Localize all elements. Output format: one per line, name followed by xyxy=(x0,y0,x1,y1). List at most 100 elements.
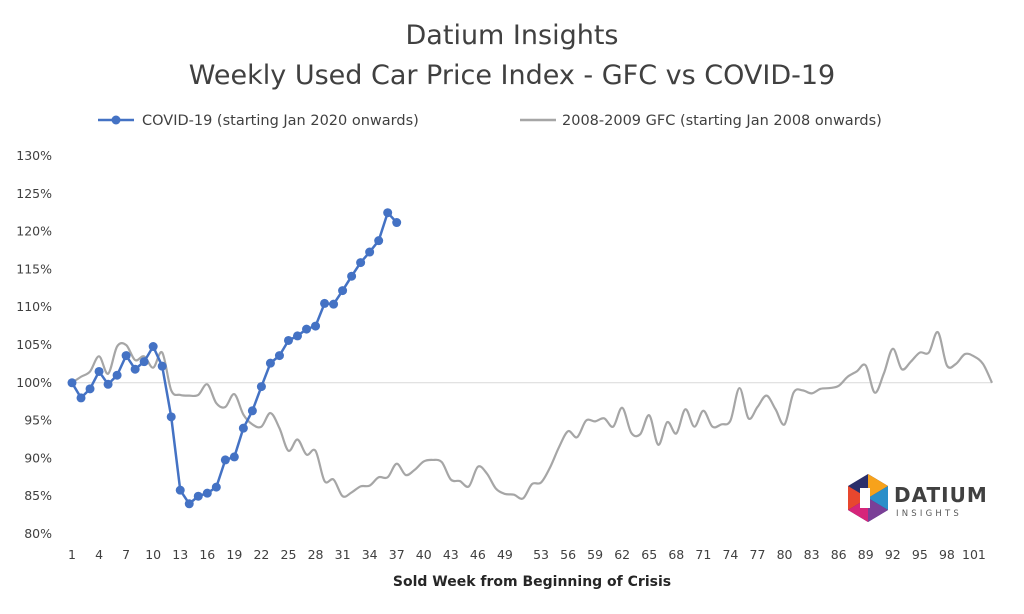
x-tick-label: 46 xyxy=(470,547,486,562)
x-tick-label: 77 xyxy=(750,547,766,562)
x-tick-label: 59 xyxy=(587,547,603,562)
x-tick-label: 31 xyxy=(335,547,351,562)
x-tick-label: 1 xyxy=(68,547,76,562)
x-tick-label: 83 xyxy=(804,547,820,562)
x-tick-label: 19 xyxy=(226,547,242,562)
x-axis: 1 4 7 10 13 16 19 22 25 28 31 34 37 40 43 46 49 53 56 59 62 6… xyxy=(68,547,986,562)
data-point-covid xyxy=(392,218,402,228)
x-tick-label: 89 xyxy=(858,547,874,562)
data-point-covid xyxy=(265,358,275,368)
y-tick-label: 80% xyxy=(24,526,52,541)
chart-title: Datium Insights xyxy=(406,20,619,51)
data-point-covid xyxy=(184,499,194,509)
x-tick-label: 62 xyxy=(614,547,630,562)
y-tick-label: 100% xyxy=(16,375,52,390)
data-point-covid xyxy=(157,361,167,371)
x-tick-label: 7 xyxy=(122,547,130,562)
data-point-covid xyxy=(130,364,140,374)
x-tick-label: 80 xyxy=(777,547,793,562)
data-point-covid xyxy=(211,482,221,492)
y-tick-label: 130% xyxy=(16,148,52,163)
x-tick-label: 71 xyxy=(695,547,711,562)
data-point-covid xyxy=(374,236,384,246)
chart-subtitle: Weekly Used Car Price Index - GFC vs COV… xyxy=(189,60,835,91)
x-tick-label: 56 xyxy=(560,547,576,562)
y-tick-label: 125% xyxy=(16,186,52,201)
data-point-covid xyxy=(67,378,77,388)
x-tick-label: 10 xyxy=(145,547,161,562)
y-tick-label: 85% xyxy=(24,488,52,503)
x-tick-label: 28 xyxy=(308,547,324,562)
y-tick-label: 120% xyxy=(16,224,52,239)
data-point-covid xyxy=(202,488,212,498)
data-point-covid xyxy=(193,491,203,501)
series-layer xyxy=(67,208,993,509)
logo-word: DATIUM xyxy=(894,483,988,507)
x-tick-label: 37 xyxy=(389,547,405,562)
data-point-covid xyxy=(166,412,176,422)
y-tick-label: 110% xyxy=(16,299,52,314)
x-tick-label: 74 xyxy=(722,547,738,562)
data-point-covid xyxy=(121,351,131,361)
data-point-covid xyxy=(175,485,185,495)
data-point-covid xyxy=(283,335,293,345)
x-tick-label: 86 xyxy=(831,547,847,562)
data-point-covid xyxy=(229,452,239,462)
data-point-covid xyxy=(365,247,375,257)
x-tick-label: 49 xyxy=(497,547,513,562)
datium-logo: DATIUM INSIGHTS xyxy=(848,474,988,522)
x-tick-label: 22 xyxy=(253,547,269,562)
data-point-covid xyxy=(85,384,95,394)
data-point-covid xyxy=(247,406,257,416)
x-tick-label: 40 xyxy=(416,547,432,562)
x-tick-label: 92 xyxy=(885,547,901,562)
data-point-covid xyxy=(274,351,284,361)
x-tick-label: 68 xyxy=(668,547,684,562)
y-tick-label: 105% xyxy=(16,337,52,352)
data-point-covid xyxy=(329,299,339,309)
data-point-covid xyxy=(383,208,393,218)
legend-marker-covid xyxy=(111,115,121,125)
x-tick-label: 53 xyxy=(533,547,549,562)
series-line-gfc xyxy=(71,331,993,500)
datium-logo-mark-icon xyxy=(848,474,888,522)
data-point-covid xyxy=(311,321,321,331)
data-point-covid xyxy=(347,271,357,281)
data-point-covid xyxy=(338,286,348,296)
x-tick-label: 95 xyxy=(912,547,928,562)
y-axis: 80% 85% 90% 95% 100% 105% 110% 115% 120% 125% 130% xyxy=(16,148,52,541)
logo-sub: INSIGHTS xyxy=(896,509,962,519)
x-tick-label: 13 xyxy=(172,547,188,562)
data-point-covid xyxy=(238,423,248,433)
x-tick-label: 16 xyxy=(199,547,215,562)
legend-item-gfc: 2008-2009 GFC (starting Jan 2008 onwards… xyxy=(520,113,882,129)
legend-item-covid: COVID-19 (starting Jan 2020 onwards) xyxy=(98,113,419,129)
data-point-covid xyxy=(112,370,122,380)
legend: COVID-19 (starting Jan 2020 onwards) 200… xyxy=(98,113,882,129)
data-point-covid xyxy=(302,324,312,334)
y-tick-label: 115% xyxy=(16,261,52,276)
x-axis-label: Sold Week from Beginning of Crisis xyxy=(393,574,671,590)
data-point-covid xyxy=(76,393,86,403)
data-point-covid xyxy=(292,331,302,341)
data-point-covid xyxy=(139,357,149,367)
y-tick-label: 95% xyxy=(24,413,52,428)
legend-label-gfc: 2008-2009 GFC (starting Jan 2008 onwards… xyxy=(562,113,882,129)
y-tick-label: 90% xyxy=(24,450,52,465)
x-tick-label: 4 xyxy=(95,547,103,562)
x-tick-label: 98 xyxy=(939,547,955,562)
x-tick-label: 34 xyxy=(362,547,378,562)
x-tick-label: 65 xyxy=(641,547,657,562)
data-point-covid xyxy=(103,379,113,389)
data-point-covid xyxy=(356,258,366,268)
data-point-covid xyxy=(148,342,158,352)
x-tick-label: 43 xyxy=(443,547,459,562)
data-point-covid xyxy=(320,298,330,308)
x-tick-label: 25 xyxy=(281,547,297,562)
data-point-covid xyxy=(94,366,104,376)
legend-label-covid: COVID-19 (starting Jan 2020 onwards) xyxy=(142,113,419,129)
data-point-covid xyxy=(220,455,230,465)
data-point-covid xyxy=(256,382,266,392)
x-tick-label: 101 xyxy=(962,547,986,562)
